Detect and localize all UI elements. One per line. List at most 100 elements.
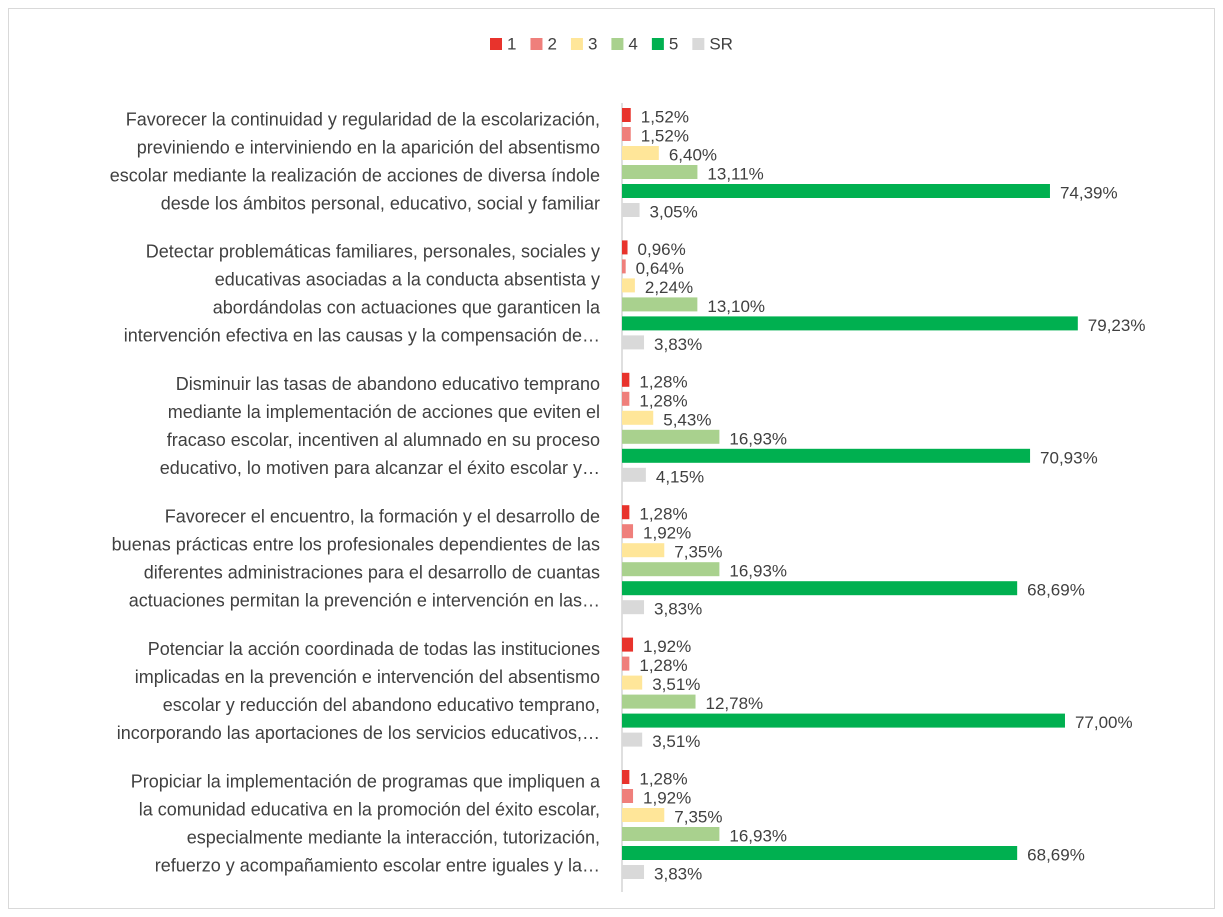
category-label: educativas asociadas a la conducta absen… xyxy=(215,270,600,290)
category-label: Favorecer la continuidad y regularidad d… xyxy=(126,109,600,129)
category-label: escolar mediante la realización de accio… xyxy=(110,165,600,185)
value-label: 1,92% xyxy=(643,788,691,807)
value-label: 1,28% xyxy=(639,505,687,524)
value-label: 4,15% xyxy=(656,467,704,486)
bar xyxy=(622,108,631,122)
value-label: 0,96% xyxy=(638,240,686,259)
value-label: 16,93% xyxy=(729,826,787,845)
legend-label: SR xyxy=(709,34,733,53)
category-label: diferentes administraciones para el desa… xyxy=(144,562,600,582)
value-label: 1,28% xyxy=(639,391,687,410)
value-label: 74,39% xyxy=(1060,183,1118,202)
value-label: 3,05% xyxy=(650,202,698,221)
legend-swatch xyxy=(490,38,502,50)
bar xyxy=(622,410,654,425)
value-label: 16,93% xyxy=(729,562,787,581)
category-label: intervención efectiva en las causas y la… xyxy=(124,326,600,346)
value-label: 70,93% xyxy=(1040,448,1098,467)
value-label: 1,28% xyxy=(639,769,687,788)
bar xyxy=(622,429,720,444)
value-label: 13,10% xyxy=(707,297,765,316)
value-label: 7,35% xyxy=(674,807,722,826)
category-label: buenas prácticas entre los profesionales… xyxy=(112,534,600,554)
value-label: 68,69% xyxy=(1027,581,1085,600)
value-label: 1,28% xyxy=(639,656,687,675)
category-label: educativo, lo motiven para alcanzar el é… xyxy=(160,458,600,478)
legend-swatch xyxy=(530,38,543,50)
category-label: Potenciar la acción coordinada de todas … xyxy=(148,639,600,659)
value-label: 68,69% xyxy=(1027,845,1085,864)
value-label: 1,52% xyxy=(641,126,689,145)
bar xyxy=(622,789,634,803)
bar xyxy=(622,297,698,312)
bar xyxy=(622,637,634,652)
category-label: Disminuir las tasas de abandono educativ… xyxy=(176,374,600,394)
bar xyxy=(622,581,1018,596)
value-label: 3,51% xyxy=(652,732,700,751)
legend-label: 1 xyxy=(507,34,516,53)
bar xyxy=(622,448,1031,463)
legend-swatch xyxy=(651,38,664,50)
value-label: 16,93% xyxy=(729,429,787,448)
bar xyxy=(622,694,696,709)
bar xyxy=(622,600,645,615)
bar xyxy=(622,184,1050,198)
bar xyxy=(622,808,665,822)
bar xyxy=(622,827,720,841)
bar xyxy=(622,770,630,784)
bar xyxy=(622,467,646,482)
value-label: 1,28% xyxy=(639,372,687,391)
value-label: 1,92% xyxy=(643,524,691,543)
category-label: abordándolas con actuaciones que garanti… xyxy=(213,298,601,318)
value-label: 3,83% xyxy=(654,864,702,883)
bar xyxy=(622,675,643,690)
category-label: previniendo e interviniendo en la aparic… xyxy=(137,137,600,157)
bar xyxy=(622,562,720,577)
category-label: implicadas en la prevención e intervenci… xyxy=(135,667,600,687)
bar xyxy=(622,165,698,179)
value-label: 12,78% xyxy=(706,694,764,713)
bar xyxy=(622,278,635,293)
legend-swatch xyxy=(570,38,583,50)
value-label: 77,00% xyxy=(1075,713,1133,732)
bar xyxy=(622,846,1018,860)
category-label: fracaso escolar, incentiven al alumnado … xyxy=(167,430,600,450)
value-label: 1,52% xyxy=(641,107,689,126)
bar xyxy=(622,524,634,539)
value-label: 3,83% xyxy=(654,600,702,619)
category-label: escolar y reducción del abandono educati… xyxy=(163,695,600,715)
category-label: refuerzo y acompañamiento escolar entre … xyxy=(155,855,600,875)
category-label: actuaciones permitan la prevención e int… xyxy=(129,590,600,610)
category-label: Propiciar la implementación de programas… xyxy=(131,771,601,791)
bar xyxy=(622,335,645,350)
bar xyxy=(622,732,643,747)
bar xyxy=(622,372,630,387)
value-label: 6,40% xyxy=(669,145,717,164)
bar xyxy=(622,656,630,671)
legend-label: 2 xyxy=(547,34,556,53)
bar xyxy=(622,146,659,160)
legend-label: 3 xyxy=(588,34,597,53)
value-label: 13,11% xyxy=(707,164,763,183)
bar xyxy=(622,505,630,520)
category-label: Detectar problemáticas familiares, perso… xyxy=(146,242,600,262)
category-label: Favorecer el encuentro, la formación y e… xyxy=(165,506,600,526)
legend-label: 4 xyxy=(628,34,637,53)
bar xyxy=(622,127,631,141)
bar xyxy=(622,865,645,879)
value-label: 1,92% xyxy=(643,637,691,656)
category-label: especialmente mediante la interacción, t… xyxy=(187,827,600,847)
value-label: 2,24% xyxy=(645,278,693,297)
bar xyxy=(622,203,640,217)
bar xyxy=(622,259,626,274)
value-label: 0,64% xyxy=(636,259,684,278)
bar xyxy=(622,391,630,406)
value-label: 3,51% xyxy=(652,675,700,694)
value-label: 7,35% xyxy=(674,543,722,562)
legend-label: 5 xyxy=(669,34,678,53)
bar xyxy=(622,240,628,255)
value-label: 79,23% xyxy=(1088,316,1146,335)
category-label: desde los ámbitos personal, educativo, s… xyxy=(161,193,600,213)
category-label: mediante la implementación de acciones q… xyxy=(168,402,600,422)
